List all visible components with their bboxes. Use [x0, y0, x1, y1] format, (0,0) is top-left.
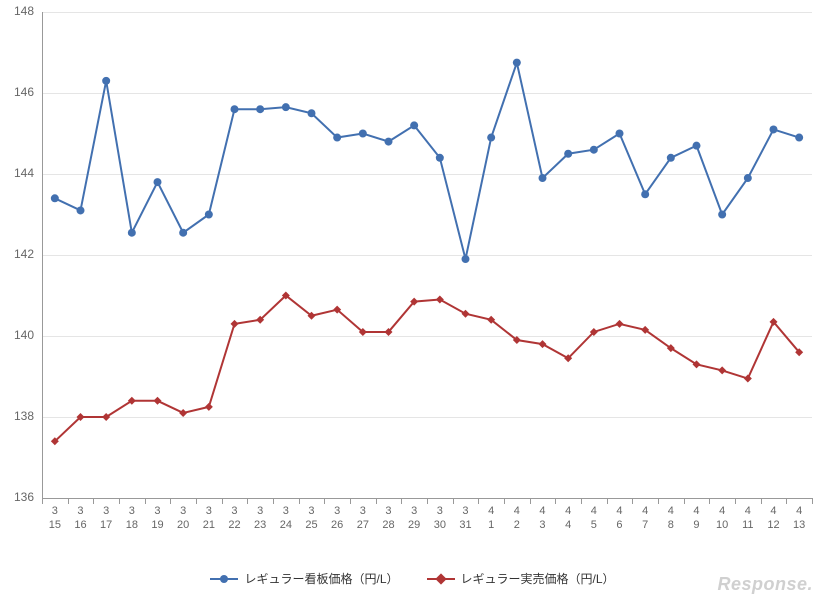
- series-marker: [795, 134, 803, 142]
- series-line: [55, 63, 799, 259]
- plot-svg: [0, 0, 825, 605]
- series-marker: [128, 229, 136, 237]
- series-marker: [487, 134, 495, 142]
- series-marker: [718, 366, 726, 374]
- series-marker: [231, 320, 239, 328]
- series-marker: [616, 130, 624, 138]
- series-marker: [564, 150, 572, 158]
- series-line: [55, 296, 799, 442]
- series-marker: [744, 174, 752, 182]
- series-marker: [51, 194, 59, 202]
- series-marker: [205, 403, 213, 411]
- series-marker: [102, 77, 110, 85]
- series-marker: [539, 174, 547, 182]
- series-marker: [744, 375, 752, 383]
- series-marker: [667, 154, 675, 162]
- series-marker: [308, 109, 316, 117]
- series-marker: [77, 206, 85, 214]
- series-marker: [462, 255, 470, 263]
- series-marker: [436, 296, 444, 304]
- series-marker: [154, 178, 162, 186]
- series-marker: [693, 142, 701, 150]
- series-marker: [179, 229, 187, 237]
- series-marker: [385, 138, 393, 146]
- series-marker: [641, 190, 649, 198]
- series-marker: [718, 211, 726, 219]
- series-marker: [616, 320, 624, 328]
- series-marker: [154, 397, 162, 405]
- series-marker: [770, 125, 778, 133]
- series-marker: [513, 59, 521, 67]
- series-marker: [282, 103, 290, 111]
- series-marker: [462, 310, 470, 318]
- series-marker: [410, 121, 418, 129]
- series-marker: [205, 211, 213, 219]
- series-marker: [333, 134, 341, 142]
- chart-container: Response. レギュラー看板価格（円/L）レギュラー実売価格（円/L） 1…: [0, 0, 825, 605]
- series-marker: [179, 409, 187, 417]
- series-marker: [539, 340, 547, 348]
- series-marker: [436, 154, 444, 162]
- series-marker: [256, 105, 264, 113]
- series-marker: [231, 105, 239, 113]
- series-marker: [359, 130, 367, 138]
- series-marker: [590, 146, 598, 154]
